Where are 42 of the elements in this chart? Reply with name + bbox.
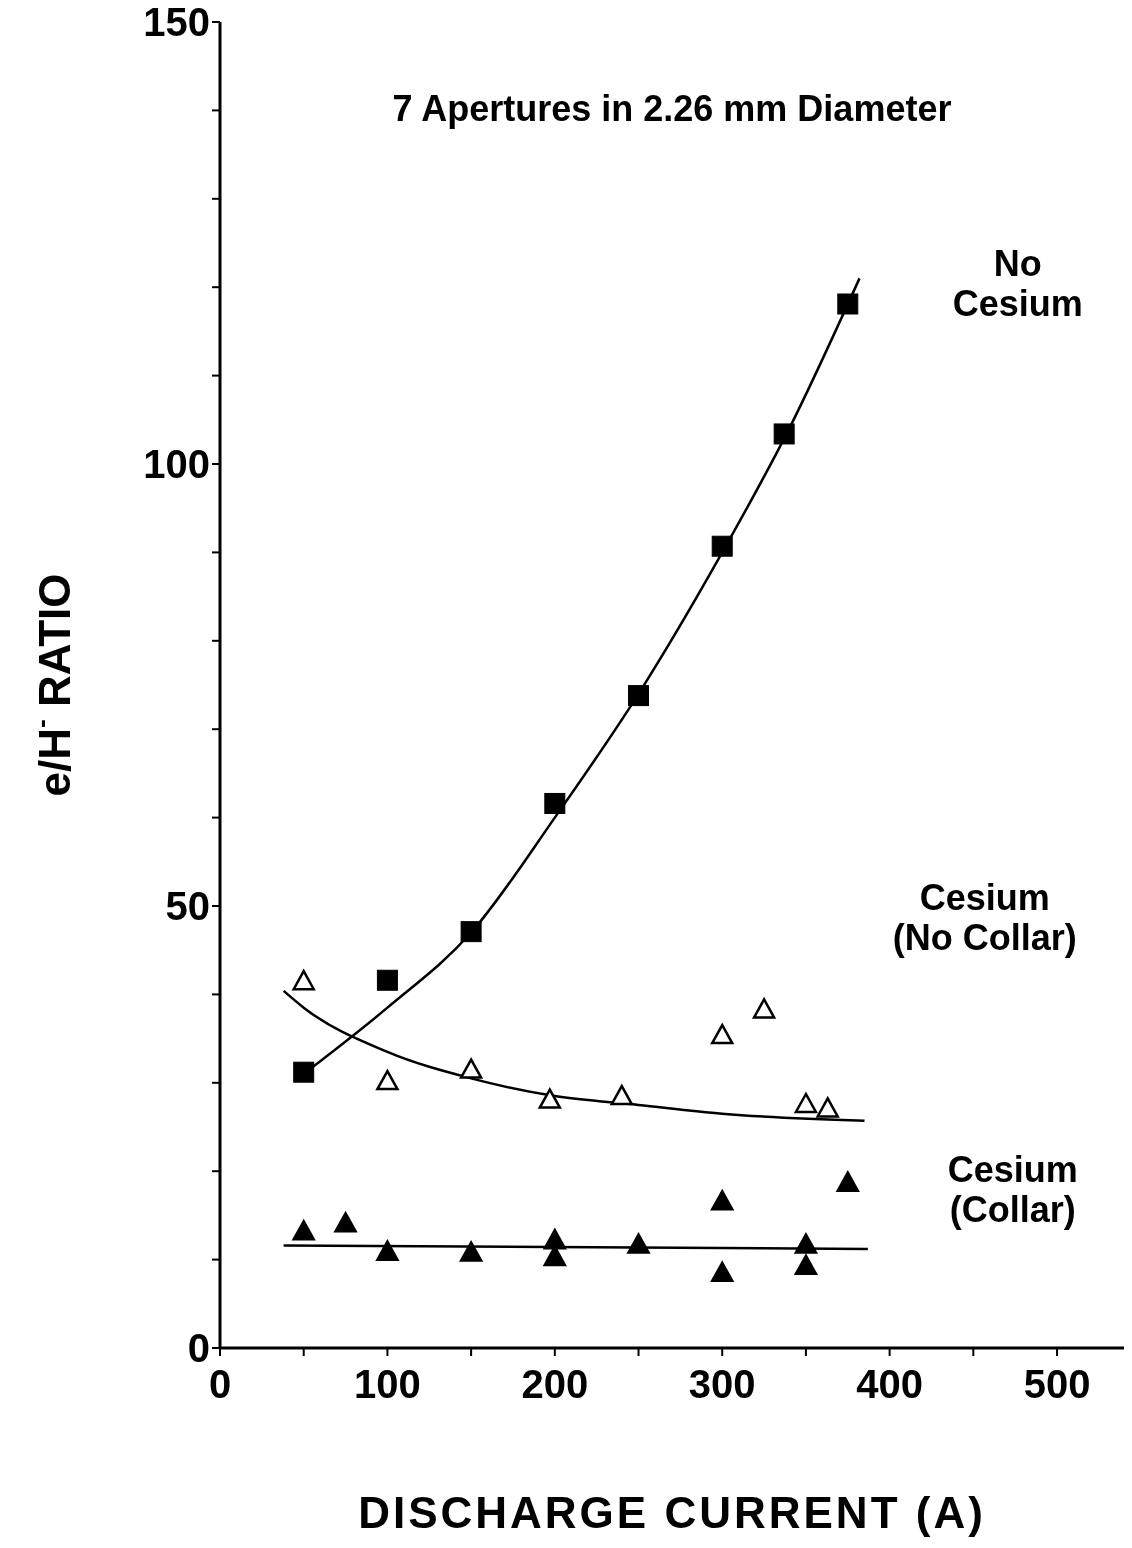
point: [292, 1220, 315, 1241]
point: [376, 1069, 399, 1091]
y-tick-label: 50: [165, 884, 210, 929]
point: [711, 535, 733, 557]
y-tick-label: 0: [187, 1326, 210, 1371]
point: [710, 1190, 734, 1211]
point: [773, 423, 795, 445]
text: Cesium (No Collar): [891, 877, 1078, 959]
text: Cesium (Collar): [946, 1148, 1079, 1230]
point: [752, 998, 776, 1019]
point: [836, 1171, 860, 1192]
point: [376, 1240, 399, 1261]
x-axis-title: DISCHARGE CURRENT (A): [358, 1488, 986, 1537]
point: [627, 1233, 650, 1254]
point: [293, 1061, 315, 1083]
x-tick-label: 100: [354, 1362, 421, 1407]
text: 7 Apertures in 2.26 mm Diameter: [391, 88, 953, 130]
point: [459, 1058, 483, 1079]
point: [794, 1233, 818, 1254]
text: No Cesium: [951, 242, 1084, 324]
point: [460, 921, 482, 943]
point: [628, 685, 650, 707]
y-tick-label: 100: [143, 442, 210, 487]
point: [794, 1254, 818, 1276]
x-tick-label: 200: [521, 1362, 589, 1407]
point: [376, 969, 398, 991]
x-tick-label: 500: [1023, 1362, 1091, 1407]
point: [794, 1092, 818, 1114]
point: [816, 1097, 839, 1118]
point: [710, 1023, 734, 1045]
point: [459, 1241, 483, 1262]
point: [538, 1088, 562, 1109]
point: [837, 293, 859, 315]
x-tick-label: 300: [688, 1362, 756, 1407]
point: [543, 1228, 567, 1250]
x-tick-label: 400: [856, 1362, 923, 1407]
point: [292, 969, 315, 991]
point: [610, 1084, 634, 1106]
point: [334, 1212, 357, 1233]
y-tick-label: 150: [143, 0, 210, 45]
point: [544, 792, 566, 814]
point: [710, 1261, 734, 1283]
